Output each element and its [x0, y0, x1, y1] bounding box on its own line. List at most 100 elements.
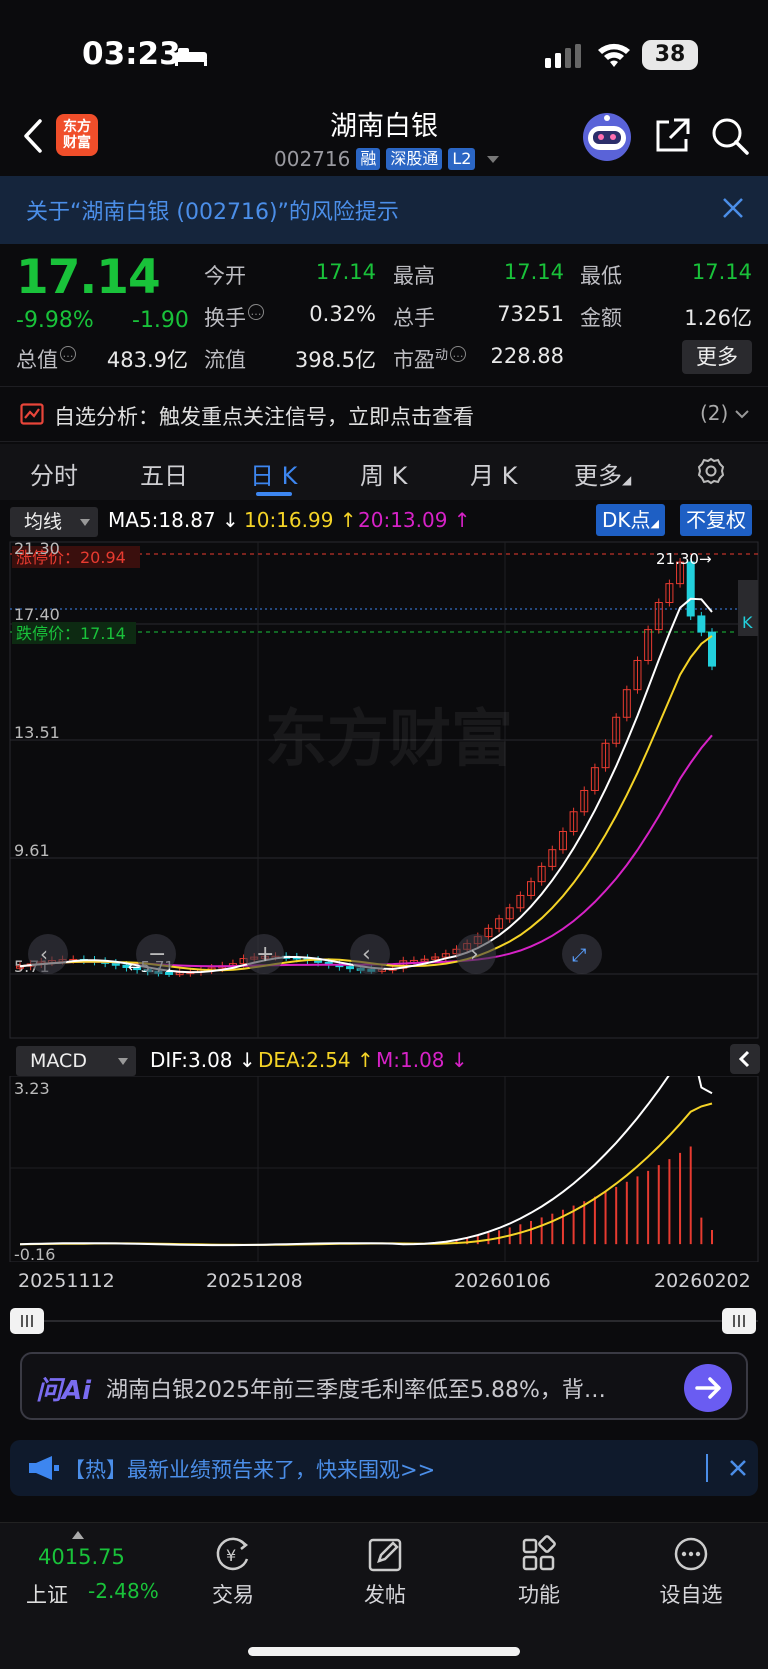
- no-adjust-button[interactable]: 不复权: [680, 504, 752, 536]
- range-handle-right[interactable]: [722, 1308, 756, 1334]
- stock-code: 002716: [274, 147, 351, 171]
- more-button[interactable]: 更多: [682, 340, 752, 374]
- back-icon[interactable]: [22, 118, 44, 154]
- quote-value: 483.9亿: [106, 348, 188, 372]
- info-icon[interactable]: …: [248, 304, 264, 320]
- candle-body: [111, 962, 120, 966]
- ma-indicator-row: 均线 MA5:18.87 ↓ 10:16.99 ↑ 20:13.09 ↑ DK点…: [0, 504, 768, 540]
- risk-banner-text: 关于“湖南白银 (002716)”的风险提示: [26, 200, 399, 225]
- macd-y-bottom: -0.16: [14, 1245, 55, 1262]
- grid-icon: [522, 1535, 556, 1571]
- macd-chart[interactable]: 3.23 -0.16: [0, 1076, 768, 1262]
- tab-five-day[interactable]: 五日: [140, 462, 188, 490]
- macd-indicator-row: MACD DIF:3.08 ↓ DEA:2.54 ↑ M:1.08 ↓: [0, 1044, 768, 1078]
- index-change[interactable]: -2.48%: [88, 1579, 159, 1603]
- candle-body: [644, 629, 653, 661]
- ai-assistant-icon[interactable]: [580, 110, 634, 162]
- ai-question-box[interactable]: 问Ai 湖南白银2025年前三季度毛利率低至5.88%，背…: [20, 1352, 748, 1420]
- risk-banner[interactable]: 关于“湖南白银 (002716)”的风险提示: [0, 176, 768, 244]
- turnover-label: 换手…: [204, 302, 264, 332]
- quote-value: 0.32%: [309, 302, 376, 326]
- collapse-panel-button[interactable]: [730, 1044, 760, 1074]
- range-handle-left[interactable]: [10, 1308, 44, 1334]
- date-label: 20251112: [18, 1270, 115, 1292]
- close-icon[interactable]: [728, 1458, 748, 1478]
- quote-value: 17.14: [315, 260, 376, 284]
- connect-tag: 深股通: [386, 148, 443, 170]
- stock-name: 湖南白银: [330, 111, 438, 142]
- range-track: [10, 1320, 758, 1322]
- kline-chart[interactable]: 东方财富 涨停价：20.94 跌停价：17.14: [0, 540, 768, 1040]
- zoom-in-button[interactable]: [244, 934, 284, 974]
- candle-body: [133, 966, 142, 971]
- divider: [706, 1454, 708, 1482]
- date-axis: 20251112 20251208 20260106 20260202: [0, 1268, 768, 1298]
- candle-body: [665, 583, 674, 603]
- y-label: 17.40: [14, 605, 60, 624]
- info-icon[interactable]: …: [450, 346, 467, 362]
- nav-post[interactable]: 发帖: [340, 1535, 430, 1609]
- chevron-left-icon: ‹: [362, 942, 371, 967]
- nav-functions[interactable]: 功能: [494, 1535, 584, 1609]
- scroll-left-button[interactable]: [28, 934, 68, 974]
- candle-body: [516, 894, 525, 909]
- candle-body: [537, 865, 546, 883]
- hot-news-banner[interactable]: 【热】最新业绩预告来了，快来围观>>: [10, 1440, 758, 1496]
- tab-weekly-k[interactable]: 周 K: [360, 462, 408, 490]
- chevron-up-icon[interactable]: [72, 1531, 84, 1539]
- index-name[interactable]: 上证: [26, 1583, 68, 1607]
- watermark: 东方财富: [265, 702, 513, 775]
- candle-body: [527, 881, 536, 896]
- tab-intraday[interactable]: 分时: [30, 462, 78, 490]
- dk-point-button[interactable]: DK点◢: [596, 504, 665, 536]
- high-marker: 21.30→: [656, 550, 712, 568]
- stock-code-row[interactable]: 002716 融 深股通 L2: [274, 146, 500, 172]
- period-tabs: 分时 五日 日 K 周 K 月 K 更多◢: [0, 444, 768, 500]
- candle-body: [708, 631, 716, 667]
- chevron-down-icon: [487, 155, 500, 163]
- candle-body: [346, 966, 355, 970]
- change-percent: -9.98%: [16, 308, 94, 333]
- zoom-out-button[interactable]: [136, 934, 176, 974]
- chevron-left-icon: [738, 1050, 750, 1068]
- ma5-value: MA5:18.87 ↓: [108, 508, 239, 532]
- ma20-value: 20:13.09 ↑: [358, 508, 471, 532]
- last-price: 17.14: [16, 250, 161, 305]
- macd-selector[interactable]: MACD: [16, 1046, 136, 1076]
- ma-selector[interactable]: 均线: [10, 507, 98, 537]
- fullscreen-button[interactable]: [562, 934, 602, 974]
- date-label: 20251208: [206, 1270, 303, 1292]
- close-icon[interactable]: [720, 195, 746, 221]
- candle-body: [484, 927, 493, 938]
- info-icon[interactable]: …: [60, 346, 76, 362]
- candle-body: [569, 811, 578, 832]
- quote-value: 1.26亿: [684, 306, 752, 330]
- ai-send-button[interactable]: [684, 1364, 732, 1412]
- tab-more[interactable]: 更多◢: [574, 462, 632, 490]
- date-label: 20260202: [654, 1270, 751, 1292]
- watchlist-analysis-bar[interactable]: 自选分析：触发重点关注信号，立即点击查看 (2): [0, 386, 768, 442]
- chevron-down-icon: [735, 410, 749, 419]
- arrow-right-icon: [695, 1377, 721, 1399]
- range-slider[interactable]: [0, 1304, 768, 1338]
- share-icon[interactable]: [652, 116, 692, 156]
- change-amount: -1.90: [132, 308, 189, 333]
- index-value[interactable]: 4015.75: [38, 1545, 125, 1569]
- gear-icon[interactable]: [696, 456, 726, 486]
- tab-monthly-k[interactable]: 月 K: [470, 462, 518, 490]
- nav-trade[interactable]: ¥ 交易: [188, 1535, 278, 1609]
- nav-add-watchlist[interactable]: 设自选: [646, 1535, 736, 1609]
- candle-body: [495, 918, 504, 929]
- scroll-left-step-button[interactable]: [350, 934, 390, 974]
- quote-value: 17.14: [691, 260, 752, 284]
- m-value: M:1.08 ↓: [376, 1048, 468, 1072]
- candle-body: [633, 659, 642, 691]
- hot-news-text: 【热】最新业绩预告来了，快来围观>>: [64, 1458, 436, 1482]
- market-cap-label: 总值…: [16, 344, 76, 374]
- quote-value: 398.5亿: [294, 348, 376, 372]
- search-icon[interactable]: [710, 116, 750, 156]
- limit-down-label: 跌停价：17.14: [16, 624, 126, 643]
- tab-daily-k[interactable]: 日 K: [250, 462, 298, 490]
- scroll-right-step-button[interactable]: [456, 934, 496, 974]
- limit-up-label-bg: [12, 546, 140, 568]
